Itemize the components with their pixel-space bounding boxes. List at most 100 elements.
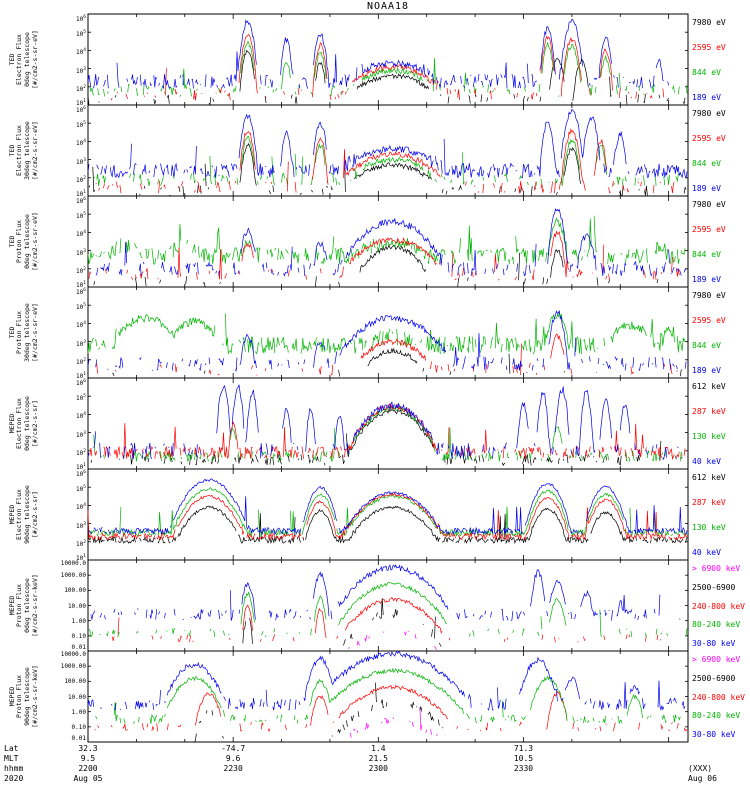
legend-entry: 844 eV <box>692 250 721 259</box>
series-meped-proton-0deg--6900-kev <box>348 631 508 650</box>
legend-entry: 40 keV <box>692 548 721 557</box>
legend-entry: 7980 eV <box>692 291 726 300</box>
legend-entry: 844 eV <box>692 341 721 350</box>
legend-entry: > 6900 keV <box>692 655 741 664</box>
series-meped-proton-0deg-30-80-kev <box>91 565 685 621</box>
series-ted-proton-30deg-7980-ev <box>112 347 683 377</box>
y-tick-label: 10000.0 <box>60 560 86 567</box>
footer-value: 9.6 <box>225 754 241 763</box>
legend-entry: 189 eV <box>692 184 721 193</box>
footer-value: 32.3 <box>78 744 98 753</box>
y-tick-label: 105 <box>76 212 86 221</box>
panel-left-label-meped-electron-90deg: MEPED Electron Flux 90deg telescope [#/cm2-… <box>7 485 39 544</box>
footer-right-value: (XXX) <box>688 764 713 773</box>
y-tick-label: 106 <box>76 197 86 205</box>
y-tick-label: 102 <box>76 357 86 366</box>
y-tick-label: 102 <box>76 539 86 548</box>
legend-entry: 2500-6900 <box>692 673 736 683</box>
legend-entry: 40 keV <box>692 457 721 466</box>
y-tick-label: 1000.00 <box>60 663 86 671</box>
y-tick-label: 104 <box>76 503 86 512</box>
series-ted-electron-0deg-189-ev <box>88 19 686 88</box>
y-tick-label: 103 <box>76 248 86 257</box>
y-tick-label: 105 <box>76 303 86 312</box>
y-tick-label: 104 <box>76 412 86 421</box>
series-meped-proton-90deg-2500-6900 <box>195 683 679 742</box>
legend-entry: 130 keV <box>692 432 726 441</box>
y-tick-label: 106 <box>76 15 86 23</box>
panel-frame-meped-electron-90deg <box>87 468 689 561</box>
footer-value: 1.4 <box>371 744 386 753</box>
legend-entry: 2595 eV <box>692 225 726 234</box>
series-meped-proton-90deg--6900-kev <box>350 707 638 738</box>
y-tick-label: 101 <box>76 190 86 198</box>
series-meped-electron-0deg-287-kev <box>89 402 686 461</box>
legend-entry: 2595 eV <box>692 134 726 143</box>
panel-left-label-ted-electron-0deg: TED Electron Flux 0deg telescope [#/cm2-s-s… <box>7 30 39 89</box>
panel-left-label-meped-electron-0deg: MEPED Electron Flux 0deg telescope [#/cm2-s… <box>7 396 39 451</box>
panel-frame-meped-electron-0deg <box>87 377 689 470</box>
legend-entry: 287 keV <box>692 407 726 416</box>
series-meped-proton-90deg-80-240-kev <box>96 669 687 724</box>
legend-entry: > 6900 keV <box>692 564 741 573</box>
footer-value: 2230 <box>223 764 243 773</box>
y-tick-label: 105 <box>76 485 86 494</box>
panel-frame-ted-electron-30deg <box>87 104 689 197</box>
legend-entry: 7980 eV <box>692 200 726 209</box>
footer-value: 71.3 <box>513 744 534 753</box>
legend-entry: 7980 eV <box>692 18 726 27</box>
y-tick-label: 10.00 <box>67 602 86 610</box>
y-tick-label: 100.00 <box>64 678 86 686</box>
legend-entry: 80-240 keV <box>692 620 741 630</box>
y-tick-label: 1.00 <box>71 617 86 625</box>
footer-right-value: Aug 06 <box>688 774 717 783</box>
legend-entry: 844 eV <box>692 68 721 77</box>
series-meped-electron-90deg-40-kev <box>88 478 688 536</box>
y-tick-label: 105 <box>76 30 86 39</box>
y-tick-label: 103 <box>76 339 86 348</box>
series-meped-proton-90deg-30-80-kev <box>88 652 687 711</box>
panel-frame-ted-electron-0deg <box>87 13 689 106</box>
panel-left-label-ted-electron-30deg: TED Electron Flux 30deg telescope [#/cm2-s-… <box>7 121 39 180</box>
legend-entry: 130 keV <box>692 523 726 532</box>
series-ted-proton-0deg-7980-ev <box>94 245 687 287</box>
footer-value: 2300 <box>368 764 388 773</box>
legend-entry: 844 eV <box>692 159 721 168</box>
footer-value: 21.5 <box>368 754 388 763</box>
series-meped-proton-90deg-240-800-kev <box>94 684 688 732</box>
footer-value: 2330 <box>513 764 534 773</box>
series-ted-proton-30deg-2595-ev <box>97 334 687 375</box>
legend-entry: 30-80 keV <box>692 730 736 739</box>
series-meped-electron-0deg-130-kev <box>94 406 687 462</box>
y-tick-label: 105 <box>76 121 86 130</box>
series-ted-proton-0deg-189-ev <box>95 208 687 277</box>
legend-entry: 189 eV <box>692 93 721 102</box>
legend-entry: 80-240 keV <box>692 711 741 721</box>
y-tick-label: 100.00 <box>64 587 86 595</box>
y-tick-label: 1000.00 <box>60 572 86 580</box>
y-tick-label: 101 <box>76 372 86 380</box>
y-tick-label: 0.01 <box>71 735 86 742</box>
y-tick-label: 0.10 <box>71 723 86 731</box>
y-tick-label: 1.00 <box>71 708 86 716</box>
footer-row-label: Lat <box>4 744 19 753</box>
series-ted-electron-0deg-844-ev <box>89 41 688 97</box>
y-tick-label: 104 <box>76 230 86 239</box>
series-ted-electron-0deg-7980-ev <box>88 51 687 105</box>
y-tick-label: 103 <box>76 66 86 75</box>
y-tick-label: 106 <box>76 470 86 478</box>
y-tick-label: 0.01 <box>71 644 86 651</box>
y-tick-label: 103 <box>76 430 86 439</box>
legend-entry: 287 keV <box>692 498 726 507</box>
series-meped-electron-90deg-612-kev <box>87 505 688 545</box>
series-ted-proton-0deg-2595-ev <box>89 231 687 280</box>
panel-left-label-meped-proton-90deg: MEPED Proton Flux 90deg telescope [#/cm2-s-… <box>7 665 39 728</box>
legend-entry: 30-80 keV <box>692 639 736 648</box>
panel-frame-meped-proton-0deg <box>87 559 689 652</box>
legend-entry: 240-800 keV <box>692 692 745 702</box>
y-tick-label: 106 <box>76 288 86 296</box>
panel-left-label-meped-proton-0deg: MEPED Proton Flux 0deg telescope [#/cm2-s-s… <box>7 574 39 637</box>
y-tick-label: 104 <box>76 321 86 330</box>
series-ted-proton-30deg-844-ev <box>88 312 687 354</box>
